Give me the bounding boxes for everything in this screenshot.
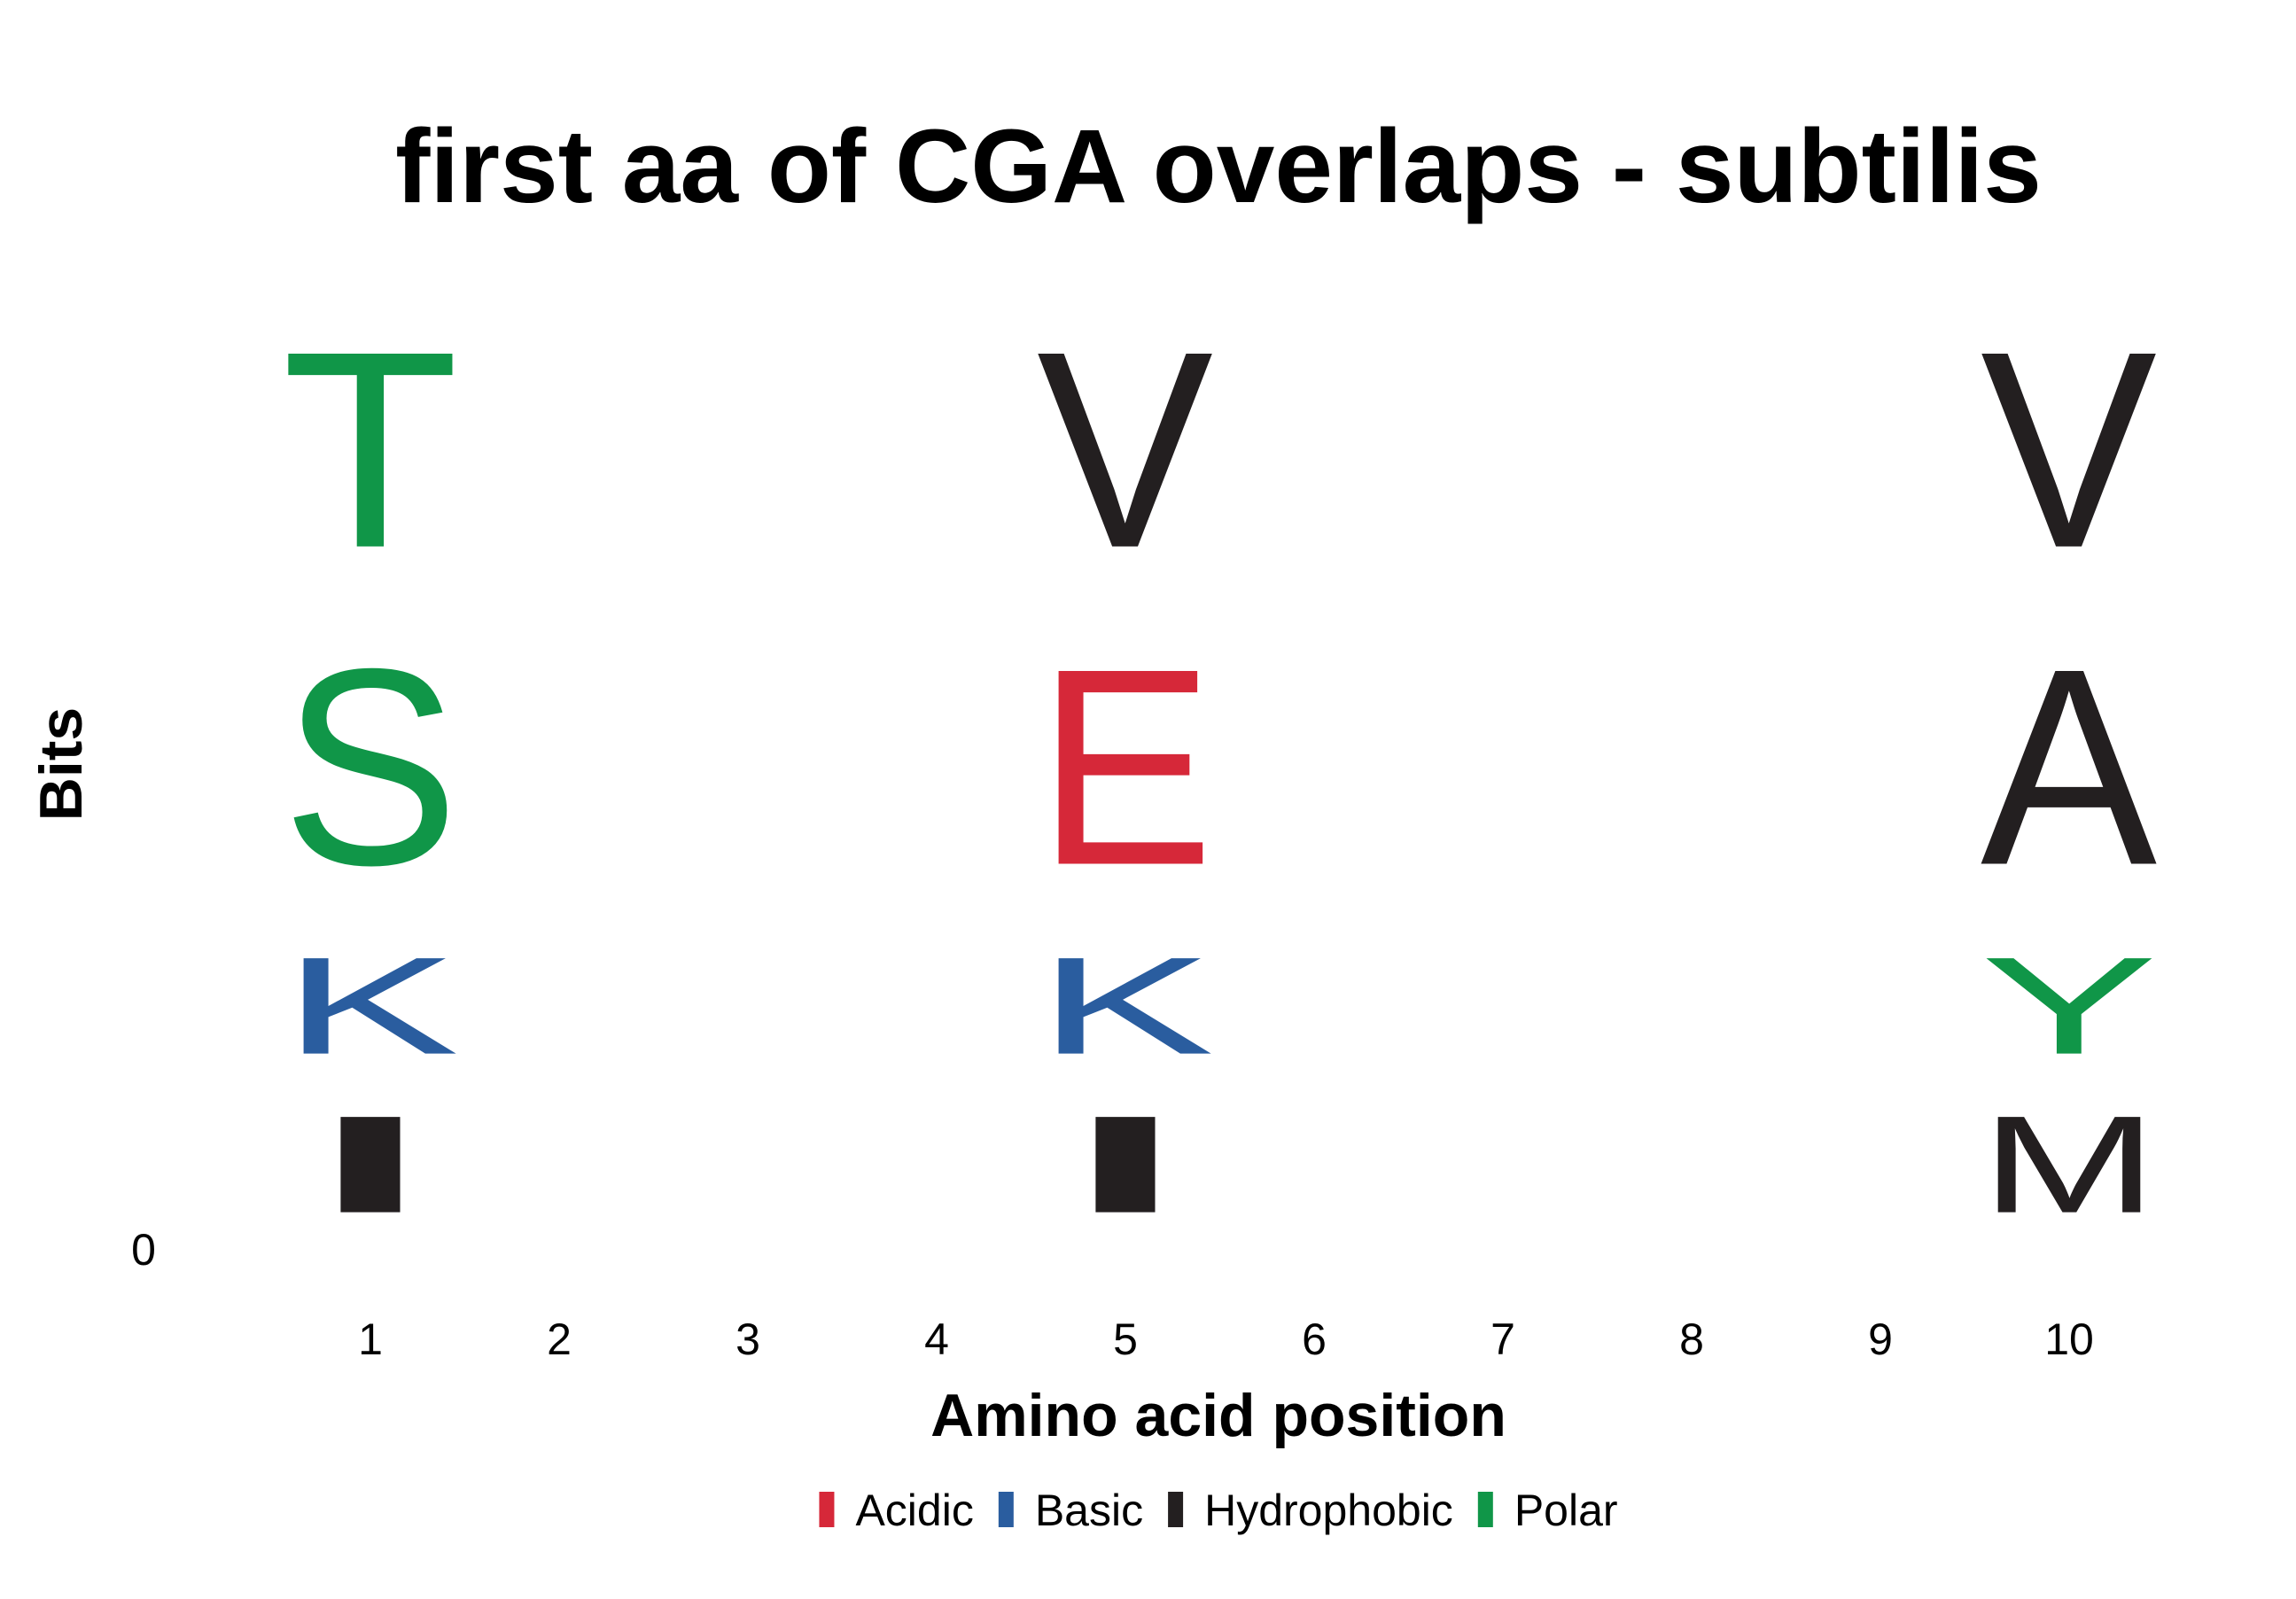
- x-tick-label: 4: [924, 1314, 949, 1364]
- legend-swatch: [1168, 1492, 1184, 1527]
- logo-letter-e: E: [1037, 611, 1214, 924]
- logo-letter-v: V: [1981, 294, 2159, 607]
- chart-title: first aa of CGA overlaps - subtilis: [395, 108, 2042, 225]
- legend: Acidic Basic Hydrophobic Polar: [819, 1486, 1618, 1535]
- legend-label: Acidic: [855, 1486, 973, 1535]
- x-tick-labels: 1 2 3 4 5 6 7 8 9 10: [358, 1314, 2094, 1364]
- legend-item: Basic: [998, 1486, 1143, 1535]
- x-tick-label: 10: [2044, 1314, 2094, 1364]
- logo-letter-k: K: [282, 928, 459, 1082]
- legend-item: Acidic: [819, 1486, 974, 1535]
- legend-label: Basic: [1035, 1486, 1143, 1535]
- logo-letter-k: K: [1037, 928, 1214, 1082]
- x-tick-label: 9: [1868, 1314, 1893, 1364]
- legend-swatch: [819, 1492, 835, 1527]
- legend-swatch: [998, 1492, 1014, 1527]
- x-tick-label: 3: [735, 1314, 760, 1364]
- legend-label: Hydrophobic: [1204, 1486, 1453, 1535]
- x-axis-title: Amino acid position: [930, 1382, 1506, 1449]
- logo-letter-y: Y: [1981, 928, 2158, 1082]
- legend-swatch: [1477, 1492, 1493, 1527]
- logo-letter-a: A: [1981, 612, 2159, 924]
- logo-letter-m: M: [1981, 1087, 2158, 1241]
- logo-letter-i: I: [1037, 1088, 1214, 1242]
- logo-letter-s: S: [282, 611, 459, 924]
- x-tick-label: 8: [1679, 1314, 1704, 1364]
- y-tick-label: 0: [131, 1225, 156, 1275]
- x-tick-label: 6: [1302, 1314, 1327, 1364]
- x-tick-label: 1: [358, 1314, 383, 1364]
- x-tick-label: 2: [547, 1314, 572, 1364]
- y-axis-title: Bits: [27, 707, 95, 821]
- legend-label: Polar: [1514, 1486, 1618, 1535]
- logo-letter-v: V: [1037, 294, 1215, 607]
- x-tick-label: 7: [1490, 1314, 1515, 1364]
- legend-item: Polar: [1477, 1486, 1618, 1535]
- logo-letter-t: T: [282, 294, 459, 607]
- legend-item: Hydrophobic: [1168, 1486, 1453, 1535]
- x-tick-label: 5: [1113, 1314, 1138, 1364]
- logo-letter-i: I: [282, 1088, 459, 1242]
